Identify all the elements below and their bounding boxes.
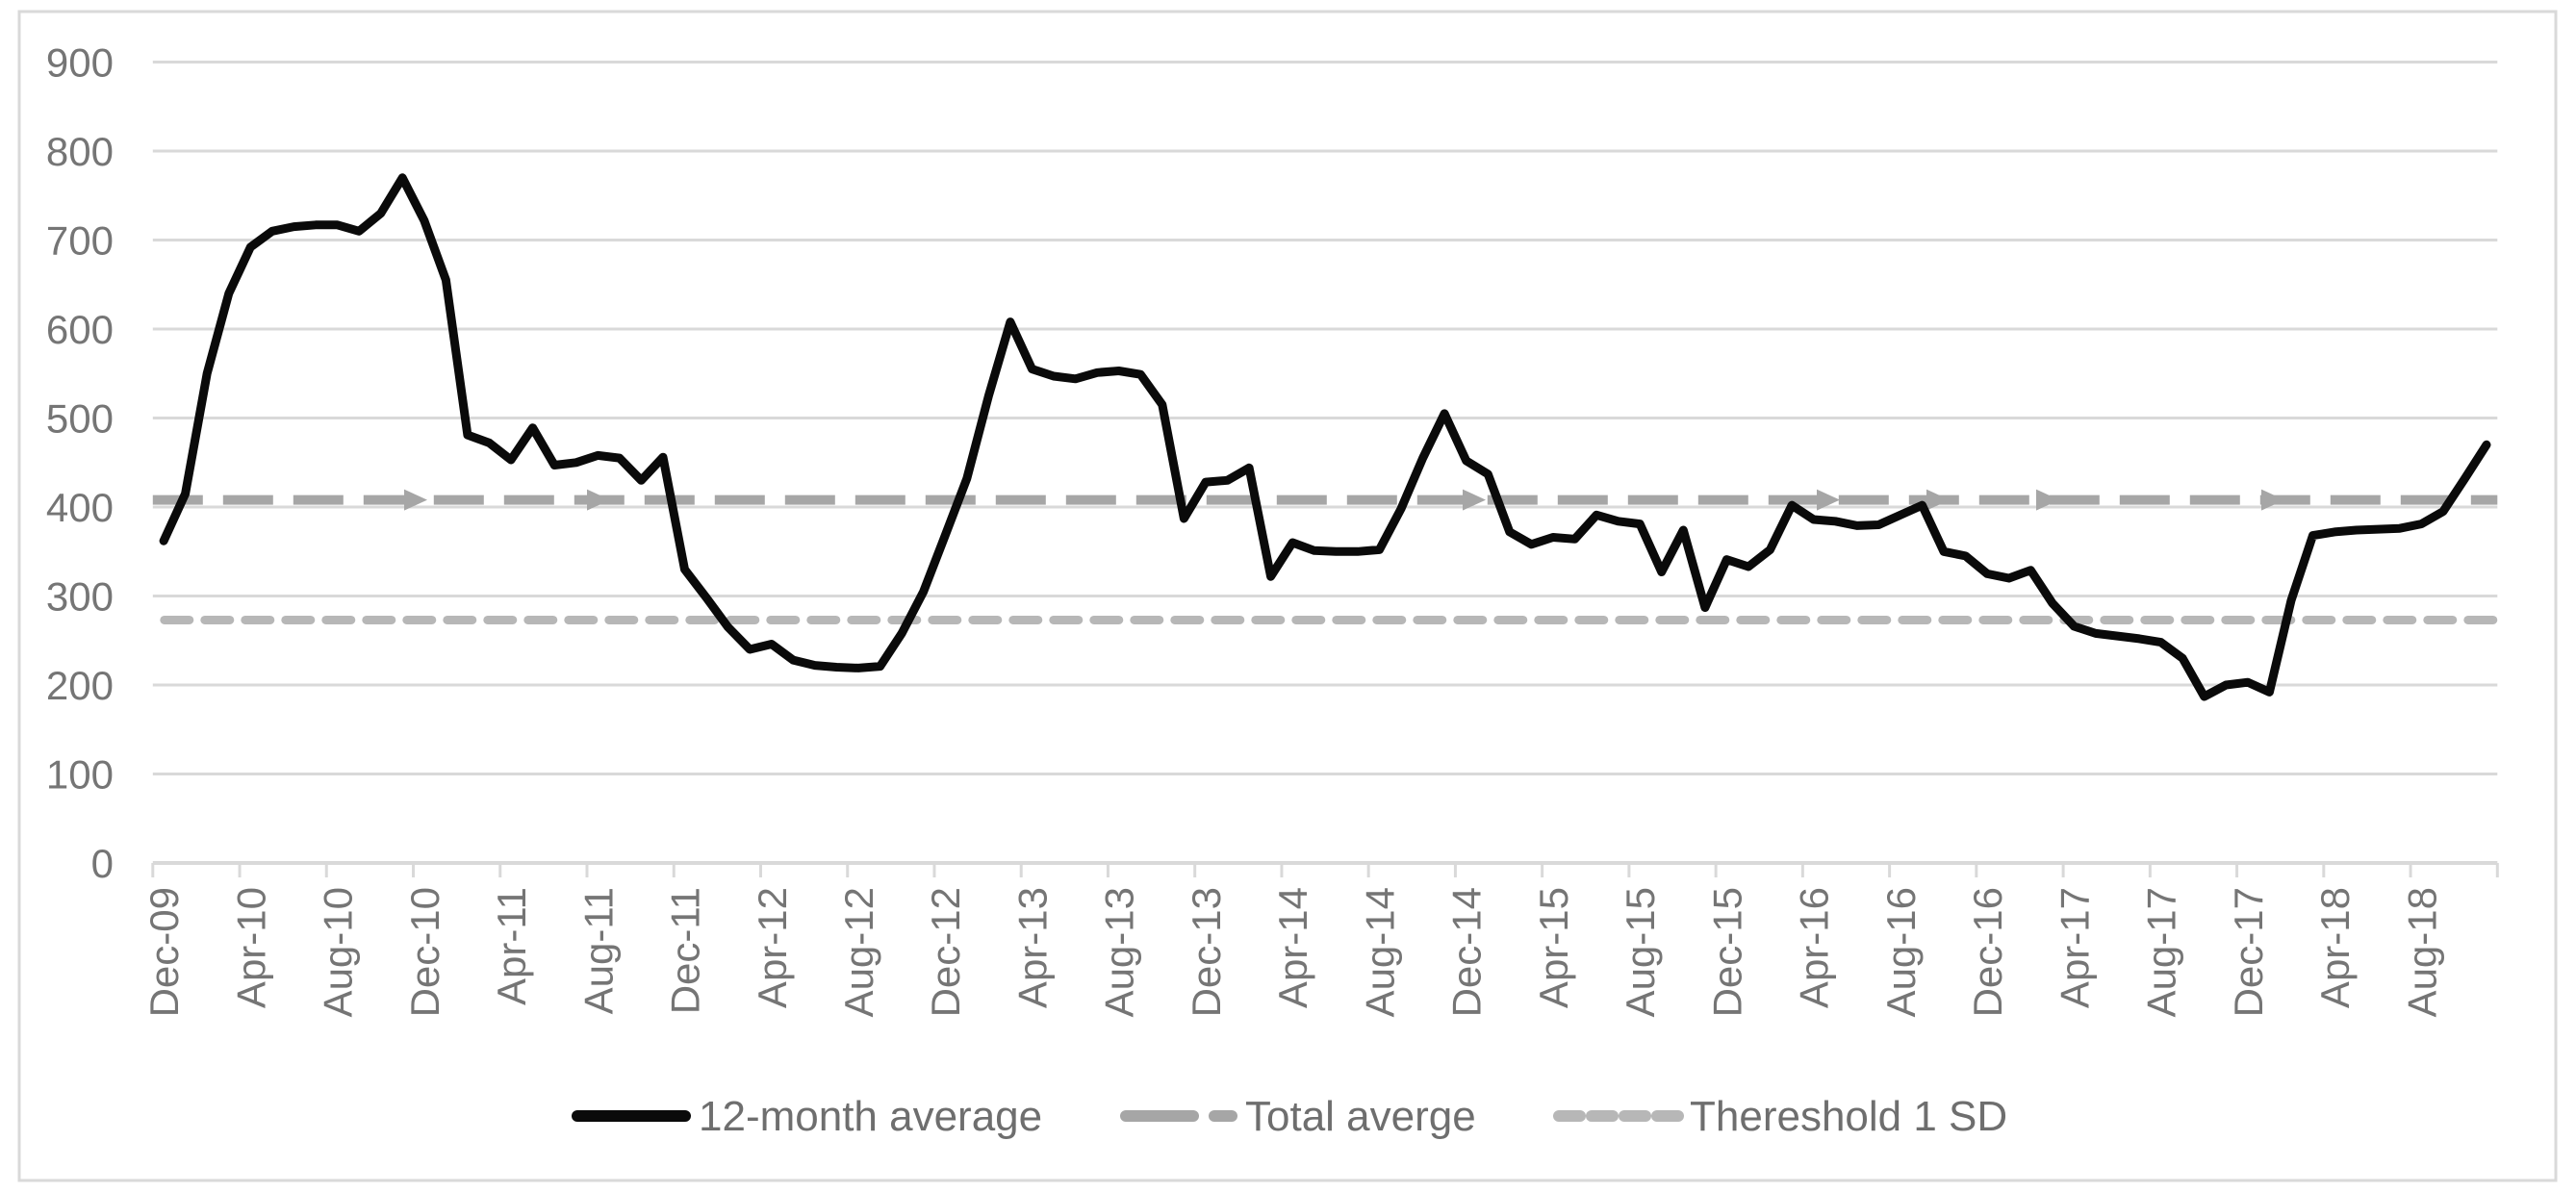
dash-arrow-mark — [1926, 489, 1950, 511]
dash-arrow-mark — [587, 489, 610, 511]
dash-arrow-mark — [2036, 489, 2059, 511]
x-tick-label: Apr-10 — [228, 887, 273, 1008]
series-line-12-month-average — [159, 173, 2491, 701]
x-tick-label: Aug-12 — [836, 887, 881, 1017]
x-tick-label: Dec-09 — [141, 887, 187, 1017]
x-tick-label: Dec-11 — [663, 887, 708, 1014]
x-tick-label: Apr-15 — [1531, 887, 1576, 1008]
y-tick-label: 500 — [46, 396, 114, 442]
y-tick-label: 100 — [46, 752, 114, 798]
legend: 12-month average Total averge Thereshold 1… — [572, 1093, 2007, 1140]
x-tick-label: Dec-17 — [2226, 887, 2271, 1017]
x-tick-label: Apr-13 — [1009, 887, 1055, 1008]
x-tick-label: Dec-14 — [1444, 887, 1490, 1017]
y-tick-label: 700 — [46, 218, 114, 264]
x-tick-label: Aug-13 — [1097, 887, 1142, 1017]
x-tick-label: Dec-12 — [923, 887, 968, 1017]
x-tick-label: Apr-18 — [2312, 887, 2358, 1008]
legend-label-thereshold: Thereshold 1 SD — [1690, 1093, 2007, 1140]
y-tick-label: 800 — [46, 129, 114, 174]
y-tick-label: 600 — [46, 307, 114, 352]
x-tick-label: Aug-11 — [575, 887, 621, 1014]
y-tick-label: 300 — [46, 574, 114, 620]
legend-label-12-month-average: 12-month average — [699, 1093, 1042, 1140]
dash-arrow-mark — [2261, 489, 2284, 511]
x-tick-label: Aug-17 — [2139, 887, 2184, 1017]
y-tick-label: 200 — [46, 663, 114, 708]
x-tick-label: Dec-15 — [1704, 887, 1749, 1017]
dash-arrow-mark — [1817, 489, 1840, 511]
x-tick-label: Aug-14 — [1357, 887, 1402, 1017]
x-tick-label: Apr-12 — [750, 887, 795, 1008]
dash-arrow-mark — [404, 489, 427, 511]
x-tick-label: Dec-16 — [1965, 887, 2010, 1017]
x-tick-label: Apr-16 — [1792, 887, 1837, 1008]
y-tick-label: 900 — [46, 40, 114, 86]
x-tick-label: Apr-14 — [1270, 887, 1315, 1008]
y-tick-label: 0 — [91, 841, 114, 886]
x-tick-label: Aug-18 — [2399, 887, 2444, 1017]
y-tick-label: 400 — [46, 485, 114, 530]
legend-label-total-averge: Total averge — [1245, 1093, 1476, 1140]
x-tick-label: Dec-13 — [1184, 887, 1229, 1017]
x-tick-label: Apr-11 — [489, 887, 534, 1005]
x-tick-label: Aug-16 — [1878, 887, 1924, 1017]
x-tick-label: Aug-10 — [316, 887, 361, 1017]
x-tick-label: Apr-17 — [2052, 887, 2097, 1008]
x-tick-label: Dec-10 — [402, 887, 447, 1017]
dash-arrow-mark — [1463, 489, 1486, 511]
x-tick-label: Aug-15 — [1618, 887, 1663, 1017]
